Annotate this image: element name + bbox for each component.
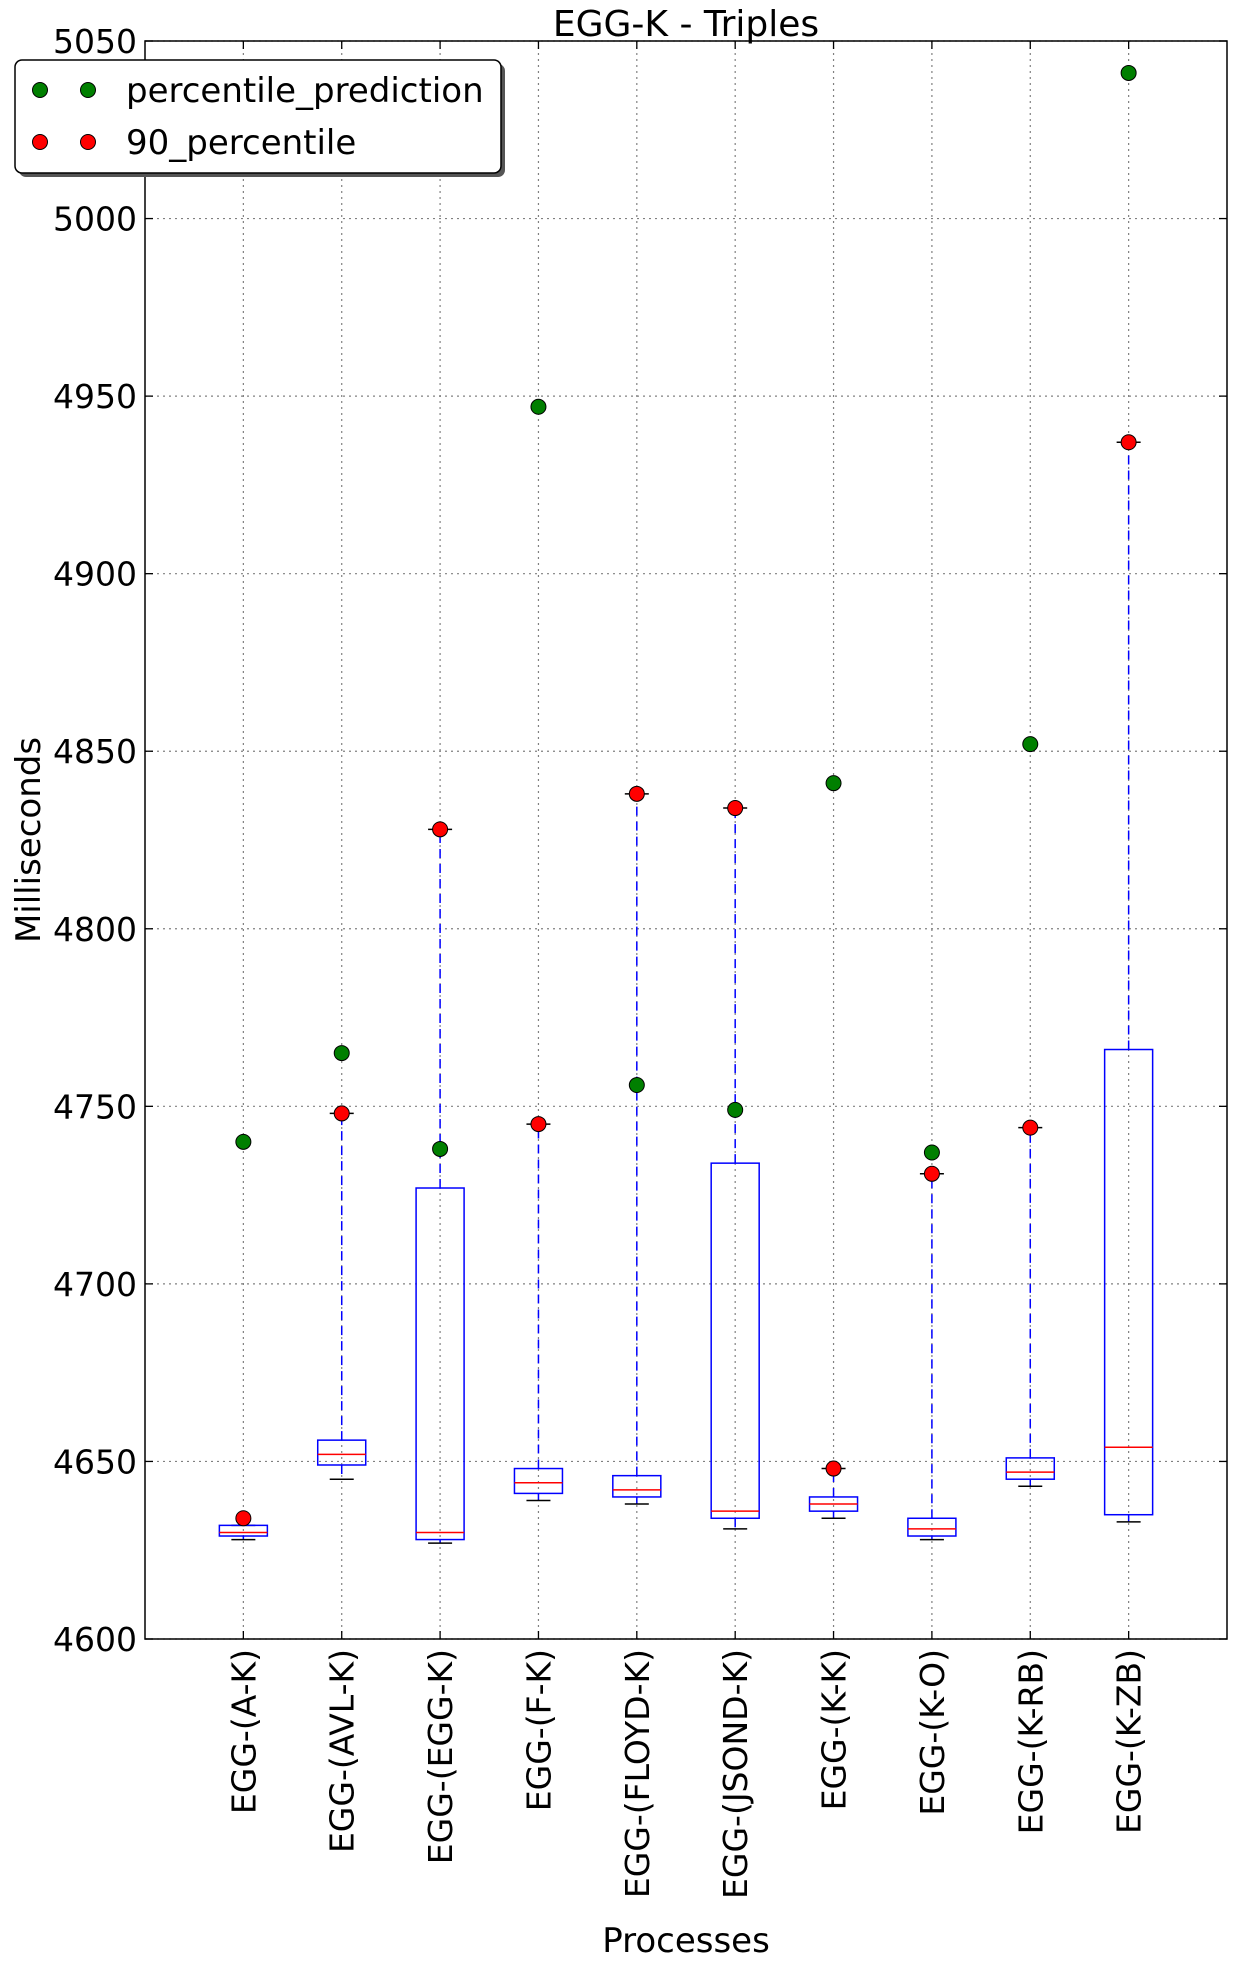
prediction-marker [1022,736,1039,753]
prediction-marker [727,1101,744,1118]
box-3 [513,1467,564,1495]
x-tick-label: EGG-(K-RB) [1011,1649,1050,1834]
prediction-marker [530,398,547,415]
tick-layer: 4600 4650 4700 4750 4800 4850 4900 4950 5000 5050… [53,22,1227,1899]
y-tick-label: 4850 [53,732,137,771]
box-4 [612,1474,662,1498]
x-axis-label: Processes [602,1921,770,1961]
p90-marker [825,1460,842,1477]
p90-marker [727,800,744,817]
prediction-marker [628,1077,645,1094]
box-layer [218,441,1154,1544]
x-tick-label: EGG-(F-K) [519,1649,558,1811]
y-tick-label: 4800 [53,910,137,949]
y-tick-label: 4600 [53,1620,137,1659]
box-2 [415,1187,465,1541]
marker-layer [235,64,1137,1527]
x-tick-label: EGG-(A-K) [224,1649,263,1814]
box-8 [1005,1457,1056,1480]
legend-marker [80,134,96,150]
y-tick-label: 5000 [53,200,137,239]
box-9 [1103,1048,1154,1516]
plot-frame [144,40,1228,1640]
legend-label: percentile_prediction [126,71,484,111]
p90-marker [235,1510,252,1527]
x-tick-label: EGG-(EGG-K) [421,1649,460,1864]
prediction-marker [825,775,842,792]
prediction-marker [333,1045,350,1062]
p90-marker [628,785,645,802]
y-axis-label: Milliseconds [9,737,49,943]
x-tick-label: EGG-(FLOYD-K) [618,1649,657,1898]
legend-box [14,59,502,174]
prediction-marker [1120,64,1137,81]
chart-title: EGG-K - Triples [553,4,819,45]
y-tick-label: 4700 [53,1265,137,1304]
box-5 [710,1162,760,1520]
p90-marker [1120,434,1137,451]
x-tick-label: EGG-(JSOND-K) [716,1649,755,1899]
x-tick-label: EGG-(K-O) [913,1649,952,1816]
legend: percentile_prediction 90_percentile [14,59,505,177]
p90-marker [530,1116,547,1133]
y-tick-label: 5050 [53,22,137,61]
prediction-marker [923,1144,940,1161]
prediction-marker [432,1140,449,1157]
y-tick-label: 4750 [53,1087,137,1126]
p90-marker [923,1165,940,1182]
y-tick-label: 4900 [53,555,137,594]
box-1 [316,1439,367,1466]
y-tick-label: 4650 [53,1442,137,1481]
legend-marker [32,82,48,98]
prediction-marker [235,1133,252,1150]
p90-marker [1022,1119,1039,1136]
p90-marker [333,1105,350,1122]
legend-label: 90_percentile [126,123,356,163]
x-tick-label: EGG-(K-ZB) [1110,1649,1149,1834]
p90-marker [432,821,449,838]
y-tick-label: 4950 [53,377,137,416]
legend-marker [32,134,48,150]
x-tick-label: EGG-(AVL-K) [323,1649,362,1853]
x-tick-label: EGG-(K-K) [815,1649,854,1810]
box-7 [907,1517,957,1537]
legend-marker [80,82,96,98]
